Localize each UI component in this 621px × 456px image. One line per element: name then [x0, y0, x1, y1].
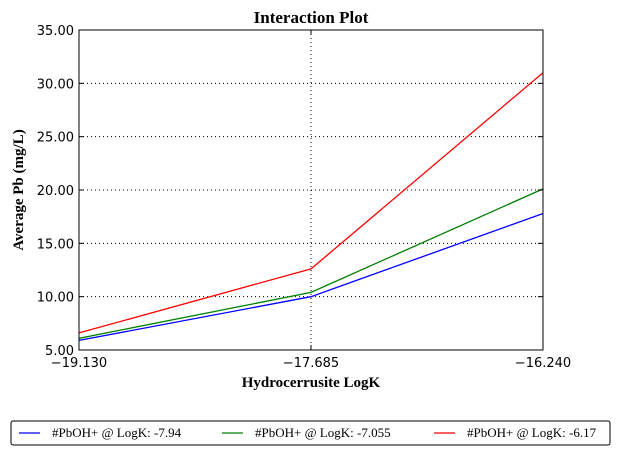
y-tick-label: 5.00 [45, 344, 74, 359]
series-line-2 [78, 188, 544, 339]
legend-items: #PbOH+ @ LogK: -7.94 #PbOH+ @ LogK: -7.05… [19, 425, 597, 440]
legend-label-3: #PbOH+ @ LogK: -6.17 [467, 425, 597, 440]
y-axis-label: Average Pb (mg/L) [11, 129, 27, 250]
y-tick-label: 35.00 [37, 24, 74, 39]
y-tick-label: 30.00 [37, 77, 74, 92]
y-tick-labels: 5.00 10.00 15.00 20.00 25.00 30.00 35.00 [37, 24, 74, 359]
x-axis-label: Hydrocerrusite LogK [242, 375, 381, 391]
y-tick-label: 10.00 [37, 291, 74, 306]
x-tick-labels: −19.130 −17.685 −16.240 [51, 356, 571, 371]
legend-box [10, 420, 611, 446]
series-line-3 [78, 72, 544, 334]
chart-title: Interaction Plot [254, 8, 369, 27]
grid-lines [79, 30, 543, 350]
legend-label-2: #PbOH+ @ LogK: -7.055 [255, 425, 391, 440]
y-tick-label: 20.00 [37, 184, 74, 199]
series-line-1 [78, 212, 544, 342]
legend-label-1: #PbOH+ @ LogK: -7.94 [52, 425, 182, 440]
x-tick-label: −17.685 [283, 356, 339, 371]
axis-ticks [78, 29, 544, 351]
x-tick-label: −19.130 [51, 356, 107, 371]
legend: #PbOH+ @ LogK: -7.94 #PbOH+ @ LogK: -7.05… [10, 420, 611, 446]
y-tick-label: 15.00 [37, 237, 74, 252]
series-lines [78, 72, 544, 342]
x-tick-label: −16.240 [515, 356, 571, 371]
y-tick-label: 25.00 [37, 131, 74, 146]
